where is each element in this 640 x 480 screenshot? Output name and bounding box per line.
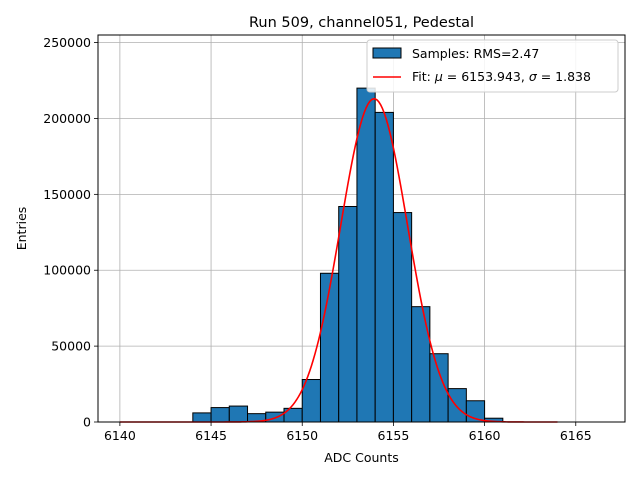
legend-fit-prefix: Fit: — [412, 69, 435, 84]
y-tick-label: 250000 — [43, 35, 91, 50]
y-tick-label: 150000 — [43, 187, 91, 202]
histogram-bar — [374, 111, 394, 423]
histogram-bar — [356, 87, 376, 423]
legend: Samples: RMS=2.47 Fit: μ = 6153.943, σ =… — [366, 39, 619, 93]
legend-label-samples: Samples: RMS=2.47 — [412, 46, 539, 61]
histogram-bar — [192, 412, 212, 423]
legend-sigma-value: = 1.838 — [537, 69, 591, 84]
plot-frame — [97, 34, 626, 423]
x-tick-label: 6140 — [104, 428, 136, 443]
histogram-bar — [338, 205, 358, 423]
legend-mu-value: = 6153.943, — [443, 69, 529, 84]
legend-label-fit: Fit: μ = 6153.943, σ = 1.838 — [412, 69, 591, 84]
legend-mu-symbol: μ — [434, 69, 443, 84]
histogram-bar — [392, 212, 413, 423]
chart-title: Run 509, channel051, Pedestal — [249, 15, 474, 31]
histogram-bar — [228, 405, 249, 423]
histogram-bar — [210, 407, 230, 423]
y-tick-label: 100000 — [43, 263, 91, 278]
histogram-bar — [301, 379, 321, 423]
axis-ticks: 6140 6145 6150 6155 6160 6165 0 50000 100000 1500… — [43, 35, 591, 443]
x-tick-label: 6160 — [469, 428, 501, 443]
histogram-bars — [192, 87, 504, 423]
histogram-bar — [319, 272, 340, 423]
histogram-bar — [411, 306, 431, 423]
x-tick-label: 6150 — [286, 428, 318, 443]
y-tick-label: 50000 — [51, 339, 91, 354]
y-tick-label: 200000 — [43, 111, 91, 126]
x-tick-label: 6145 — [195, 428, 227, 443]
legend-sigma-symbol: σ — [529, 69, 538, 84]
x-tick-label: 6165 — [560, 428, 592, 443]
y-tick-label: 0 — [83, 415, 91, 430]
y-axis-label: Entries — [14, 207, 29, 251]
legend-swatch-samples — [372, 47, 402, 59]
x-tick-label: 6155 — [378, 428, 410, 443]
legend-box — [366, 39, 619, 93]
histogram-bar — [447, 388, 467, 423]
x-axis-label: ADC Counts — [324, 450, 399, 465]
